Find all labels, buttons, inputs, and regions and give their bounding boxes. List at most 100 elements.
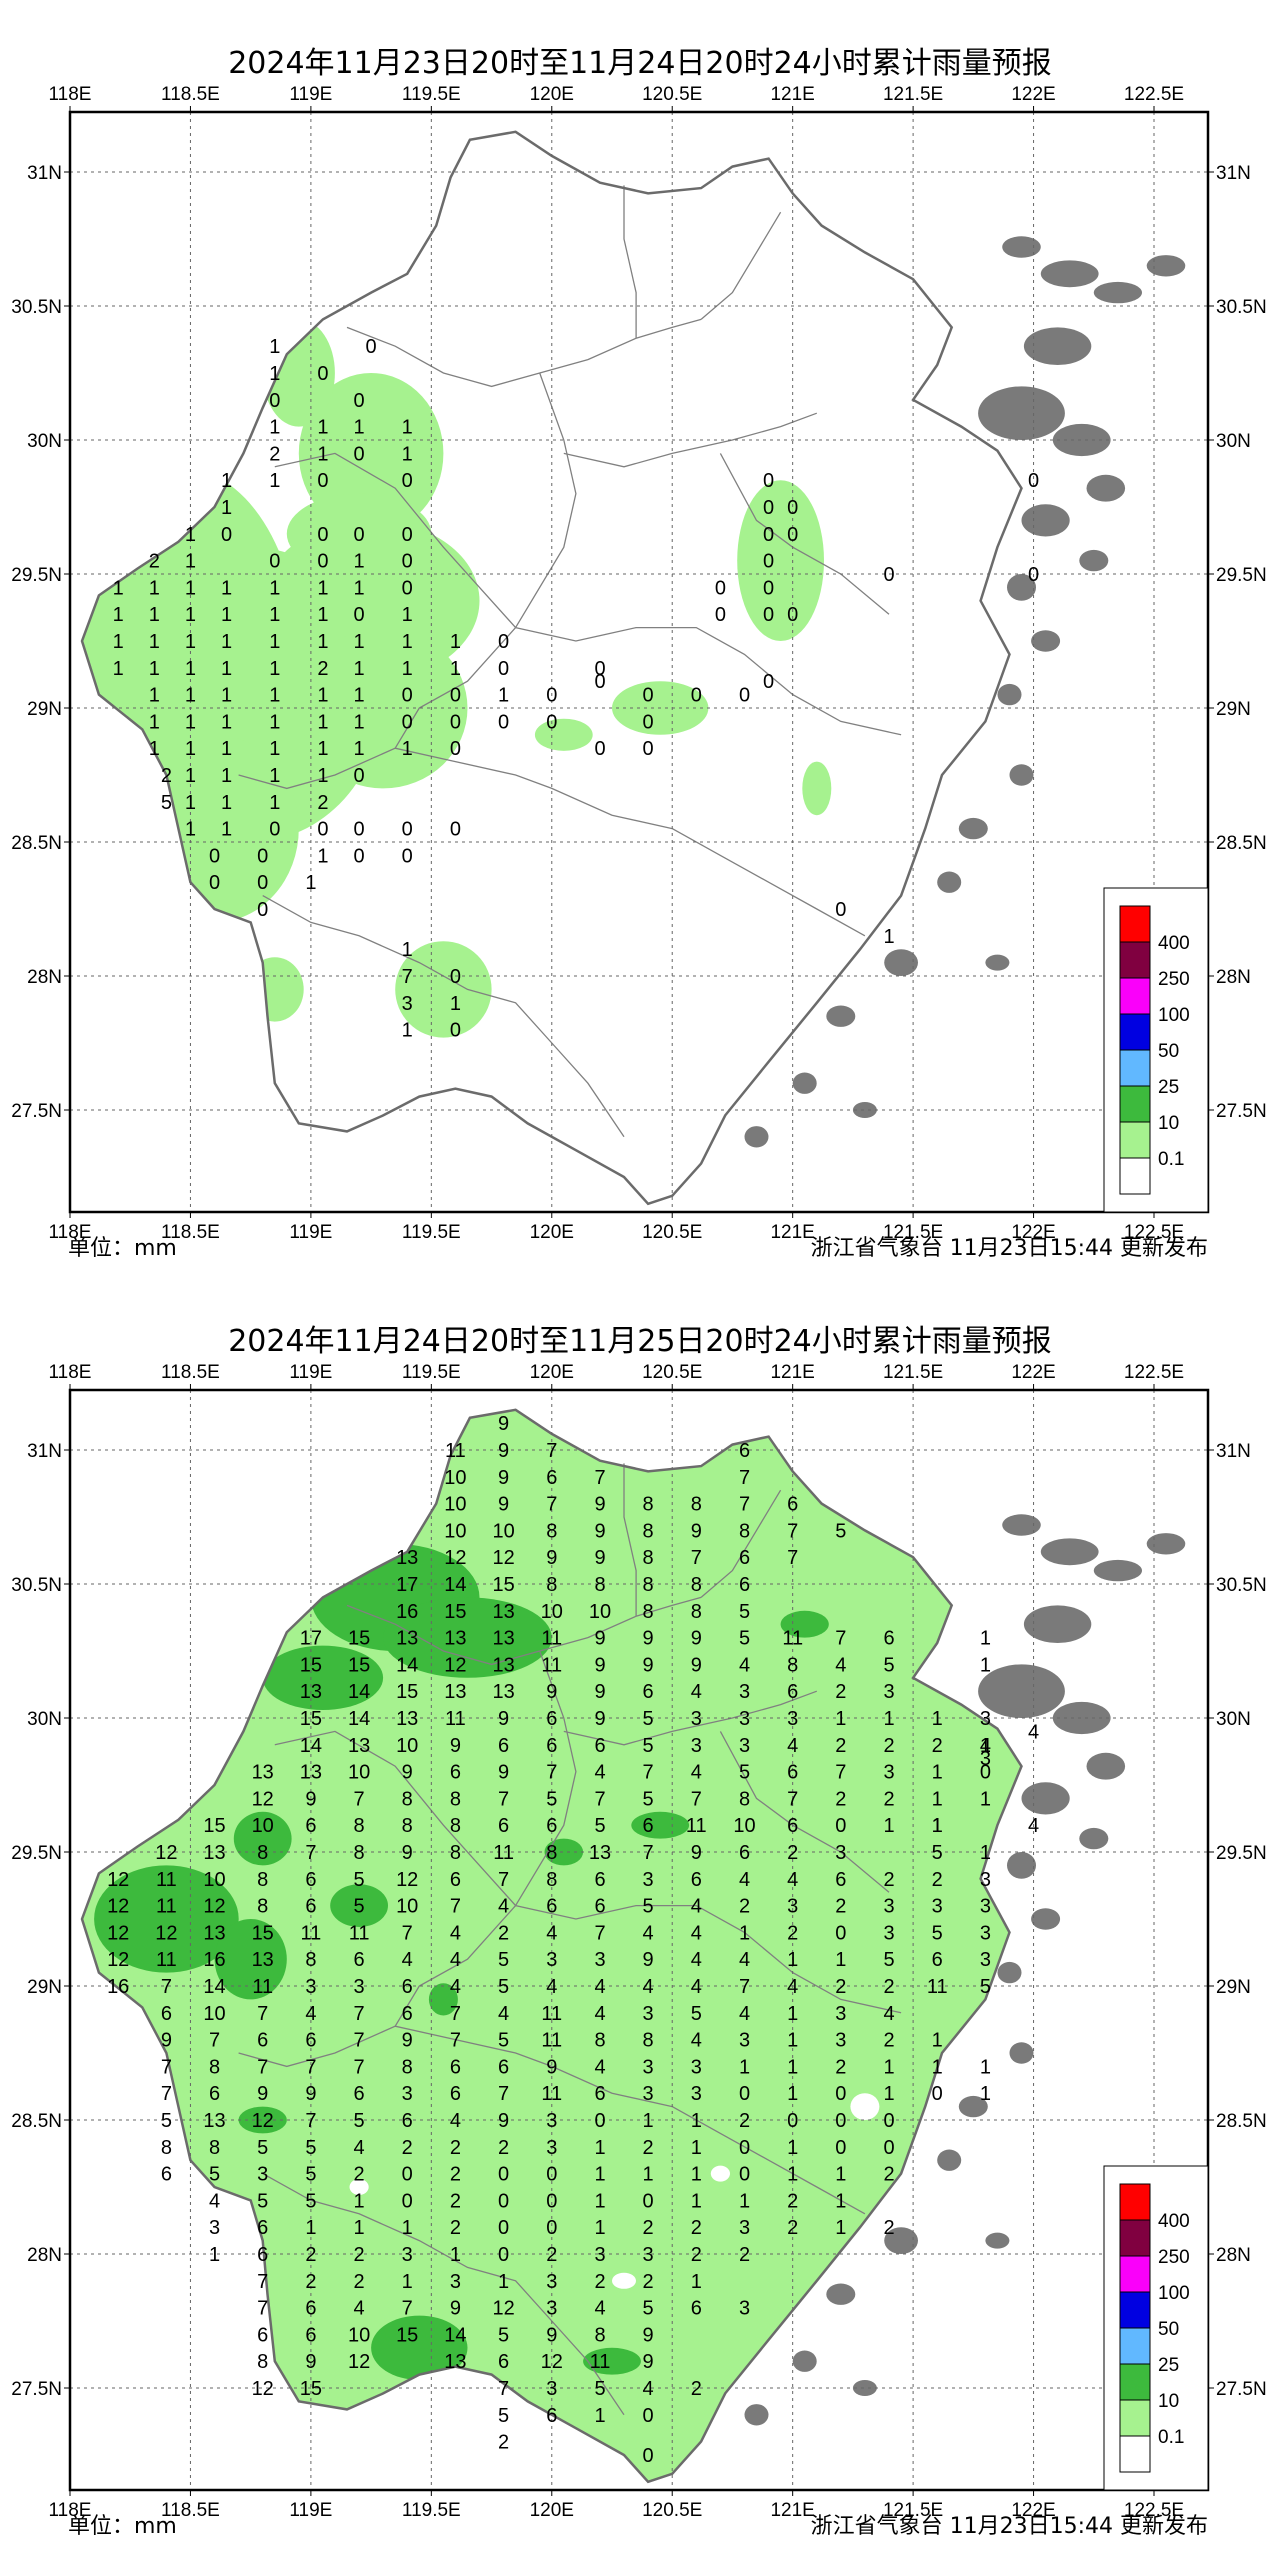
rainfall-value: 2 [835,1735,846,1757]
rainfall-value: 6 [835,1869,846,1891]
rainfall-value: 1 [354,711,365,733]
x-tick-label-bottom: 120E [530,2500,574,2521]
rainfall-value: 6 [305,1896,316,1918]
rainfall-value: 11 [686,1815,707,1837]
rainfall-value: 6 [305,1869,316,1891]
rainfall-value: 8 [787,1654,798,1676]
rainfall-value: 8 [594,2030,605,2052]
rainfall-value: 3 [257,2164,268,2186]
rainfall-value: 13 [396,1708,418,1730]
rainfall-value: 14 [348,1708,370,1730]
rainfall-value: 1 [209,2244,220,2266]
rainfall-value: 4 [835,1654,846,1676]
rainfall-value: 1 [498,2271,509,2293]
rainfall-value: 4 [739,1949,750,1971]
rainfall-value: 0 [643,2445,654,2467]
rainfall-value: 2 [835,1896,846,1918]
rainfall-value: 0 [354,765,365,787]
rainfall-value: 7 [450,1896,461,1918]
rainfall-value: 0 [269,819,280,841]
rainfall-value: 1 [113,658,124,680]
rain-10mm-area [395,941,492,1038]
rainfall-value: 0 [402,2164,413,2186]
rainfall-value: 4 [546,1976,557,1998]
x-tick-label-bottom: 120.5E [642,2500,702,2521]
island-shape [852,1102,877,1118]
rainfall-value: 8 [643,1601,654,1623]
rainfall-value: 2 [643,2137,654,2159]
rainfall-value: 3 [594,1949,605,1971]
rainfall-value: 1 [185,577,196,599]
island-shape [1093,1559,1142,1582]
rainfall-value: 1 [450,993,461,1015]
rainfall-value: 13 [300,1762,322,1784]
rainfall-value: 5 [354,1869,365,1891]
city-boundary [671,828,866,937]
rainfall-value: 1 [221,604,232,626]
rainfall-value: 0 [402,551,413,573]
rainfall-value: 5 [691,2003,702,2025]
rainfall-value: 6 [209,2083,220,2105]
rainfall-value: 7 [835,1628,846,1650]
rainfall-value: 12 [203,1896,225,1918]
rainfall-value: 9 [498,1708,509,1730]
rainfall-value: 1 [185,819,196,841]
rainfall-value: 1 [149,738,160,760]
rainfall-value: 11 [590,2351,611,2373]
rainfall-value: 13 [203,2110,225,2132]
rainfall-value: 1 [317,631,328,653]
rainfall-value: 1 [221,685,232,707]
rainfall-value: 3 [739,2030,750,2052]
rainfall-value: 8 [354,1842,365,1864]
y-tick-label-right: 29.5N [1216,565,1267,586]
rainfall-value: 1 [932,1815,943,1837]
y-tick-label-left: 28.5N [11,2111,62,2132]
rainfall-value: 0 [402,845,413,867]
rainfall-value: 1 [269,604,280,626]
rainfall-value: 8 [594,1574,605,1596]
x-tick-label-bottom: 121.5E [883,2500,943,2521]
map-title: 2024年11月23日20时至11月24日20时24小时累计雨量预报 [228,46,1052,81]
rainfall-value: 9 [546,2324,557,2346]
y-tick-label-left: 29.5N [11,1843,62,1864]
legend-label: 50 [1158,2319,1179,2340]
rainfall-value: 15 [348,1654,370,1676]
rainfall-value: 2 [305,2271,316,2293]
rain-25mm-area [371,2315,468,2380]
rainfall-value: 8 [643,1547,654,1569]
city-boundary [515,1904,902,2014]
rainfall-value: 9 [643,1654,654,1676]
island-shape [985,2232,1010,2249]
x-tick-label-top: 118E [49,1362,92,1383]
rainfall-value: 8 [546,1869,557,1891]
rainfall-value: 0 [546,2217,557,2239]
rainfall-value: 10 [492,1520,514,1542]
rainfall-value: 10 [203,2003,225,2025]
y-tick-label-left: 30.5N [11,297,62,318]
rainfall-value: 0 [643,685,654,707]
rainfall-value: 9 [691,1842,702,1864]
rainfall-value: 2 [305,2244,316,2266]
rainfall-value: 1 [221,658,232,680]
rainfall-value: 4 [980,1735,991,1757]
rainfall-value: 12 [252,2110,274,2132]
rainfall-value: 3 [787,1708,798,1730]
rainfall-value: 7 [354,2030,365,2052]
rainfall-value: 2 [161,765,172,787]
y-tick-label-left: 29N [27,699,62,720]
rainfall-value: 12 [444,1654,466,1676]
rainfall-value: 2 [450,2190,461,2212]
rainfall-value: 9 [305,2083,316,2105]
rainfall-value: 1 [185,711,196,733]
rainfall-value: 1 [221,497,232,519]
rainfall-value: 6 [787,1815,798,1837]
rainfall-value: 1 [883,926,894,948]
island-shape [792,1072,817,1094]
rainfall-value: 10 [203,1869,225,1891]
island-shape [1079,549,1109,572]
rainfall-value: 3 [546,2298,557,2320]
rainfall-value: 2 [691,2378,702,2400]
rainfall-value: 6 [498,2056,509,2078]
rainfall-value: 3 [739,1708,750,1730]
island-shape [997,1961,1022,1984]
